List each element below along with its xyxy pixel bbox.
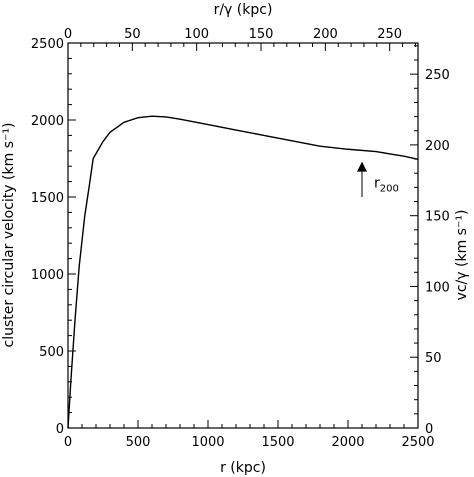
x-tick-label: 500: [126, 435, 151, 450]
top-tick-label: 100: [184, 27, 209, 42]
y-tick-label: 2000: [31, 114, 64, 129]
plot-frame: [67, 42, 419, 429]
velocity-curve-0: [67, 115, 419, 429]
x-tick-label: 2000: [331, 435, 364, 450]
series-layer: [67, 115, 419, 429]
top-tick-label: 200: [313, 27, 338, 42]
top-tick-label: 150: [249, 27, 274, 42]
right-axis-title: vᴄ/γ (km s⁻¹): [454, 210, 470, 301]
right-tick-label: 100: [425, 280, 450, 295]
annotation-layer: r200: [357, 161, 399, 197]
y-tick-label: 1500: [31, 191, 64, 206]
y-axis-title: cluster circular velocity (km s⁻¹): [1, 123, 17, 348]
annotation-label-r200: r200: [374, 175, 399, 194]
x-tick-label: 0: [64, 435, 72, 450]
x-axis-title: r (kpc): [220, 460, 266, 476]
x-tick-label: 1000: [191, 435, 224, 450]
x-tick-label: 1500: [261, 435, 294, 450]
top-tick-label: 250: [377, 27, 402, 42]
tick-marks: [67, 42, 419, 429]
right-tick-label: 0: [425, 422, 433, 437]
right-tick-label: 50: [425, 351, 442, 366]
y-tick-label: 1000: [31, 268, 64, 283]
right-tick-label: 150: [425, 210, 450, 225]
x-tick-label: 2500: [401, 435, 434, 450]
right-tick-label: 200: [425, 139, 450, 154]
top-tick-label: 0: [64, 27, 72, 42]
right-tick-label: 250: [425, 68, 450, 83]
top-axis-title: r/γ (kpc): [214, 2, 273, 18]
y-tick-label: 500: [39, 345, 64, 360]
y-tick-label: 0: [56, 422, 64, 437]
y-tick-label: 2500: [31, 37, 64, 52]
top-tick-label: 50: [124, 27, 141, 42]
annotation-arrowhead: [357, 161, 367, 172]
